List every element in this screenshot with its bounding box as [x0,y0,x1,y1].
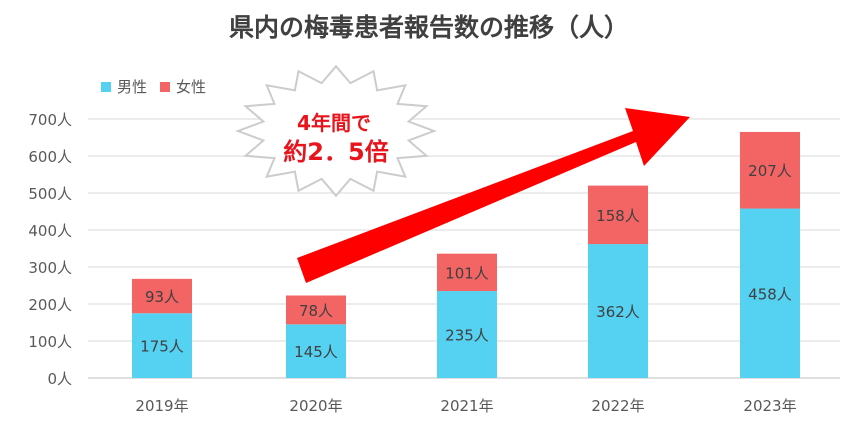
x-tick-label: 2023年 [743,397,796,415]
data-label-male: 235人 [445,327,489,345]
legend-swatch-male [101,82,111,92]
bar-segment-female [437,253,497,292]
bar-segment-female [286,295,346,325]
y-tick-label: 400人 [28,222,72,240]
y-axis: 0人 100人 200人 300人 400人 500人 600人 700人 [28,111,72,388]
bars: 175人 93人 145人 78人 235人 101人 362人 158人 458人 207人 [132,131,800,378]
x-tick-label: 2020年 [289,397,342,415]
bar-segment-male [132,313,192,378]
data-label-male: 145人 [294,343,338,361]
data-label-female: 93人 [145,288,179,306]
x-tick-label: 2022年 [591,397,644,415]
x-tick-label: 2019年 [135,397,188,415]
trend-arrow [297,108,690,283]
data-label-male: 362人 [596,303,640,321]
bar-segment-female [132,278,192,314]
x-tick-label: 2021年 [440,397,493,415]
starburst-shape [235,64,437,198]
bar-segment-male [437,291,497,378]
legend: 男性 女性 [101,78,206,96]
data-label-female: 78人 [299,302,333,320]
y-tick-label: 100人 [28,333,72,351]
y-tick-label: 500人 [28,185,72,203]
data-label-female: 207人 [748,162,792,180]
bar-segment-male [286,324,346,378]
bar-segment-female [740,131,800,209]
bar-segment-male [588,244,648,378]
y-tick-label: 600人 [28,148,72,166]
callout-line-1: 4年間で [297,111,371,135]
bar-segment-male [740,208,800,378]
callout-line-2: 約2．5倍 [283,138,388,166]
chart-title: 県内の梅毒患者報告数の推移（人） [229,13,629,42]
starburst-callout: 4年間で 約2．5倍 [235,64,437,198]
bar-segment-female [588,185,648,245]
y-tick-label: 200人 [28,296,72,314]
data-label-female: 101人 [445,264,489,282]
legend-label-female: 女性 [176,78,206,96]
data-label-male: 458人 [748,285,792,303]
y-tick-label: 700人 [28,111,72,129]
y-tick-label: 0人 [47,370,72,388]
y-tick-label: 300人 [28,259,72,277]
data-label-female: 158人 [596,207,640,225]
legend-label-male: 男性 [117,78,147,96]
legend-swatch-female [160,82,170,92]
x-axis: 2019年 2020年 2021年 2022年 2023年 [135,397,796,415]
data-label-male: 175人 [140,338,184,356]
